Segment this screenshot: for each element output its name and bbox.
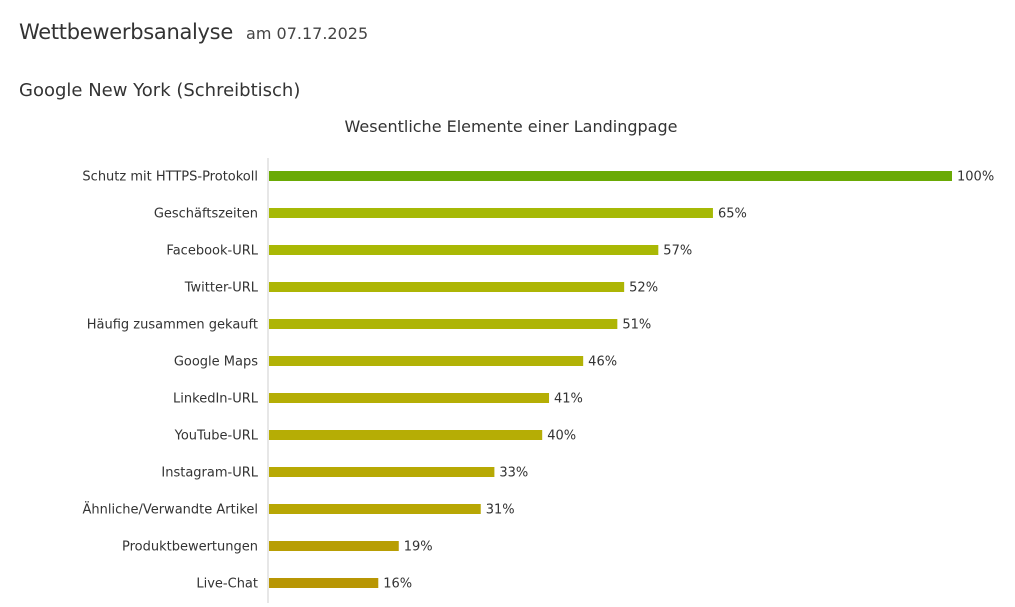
report-date: am 07.17.2025 [246, 24, 369, 43]
value-label: 33% [499, 466, 528, 481]
bars-group: Schutz mit HTTPS-Protokoll 100% Geschäftsz… [82, 170, 994, 592]
category-label: Produktbewertungen [122, 540, 258, 555]
category-label: Ähnliche/Verwandte Artikel [82, 502, 258, 518]
value-label: 57% [663, 244, 692, 259]
bar [269, 541, 399, 551]
category-label: YouTube-URL [174, 429, 259, 444]
category-label: Facebook-URL [166, 244, 258, 259]
category-label: Häufig zusammen gekauft [87, 318, 258, 333]
value-label: 100% [957, 170, 994, 185]
bar [269, 578, 379, 588]
value-label: 16% [383, 577, 412, 592]
bar [269, 319, 618, 329]
category-label: Geschäftszeiten [154, 207, 258, 222]
bar [269, 504, 481, 514]
value-label: 40% [547, 429, 576, 444]
category-label: Schutz mit HTTPS-Protokoll [82, 170, 258, 185]
value-label: 19% [404, 540, 433, 555]
value-label: 52% [629, 281, 658, 296]
value-label: 51% [622, 318, 651, 333]
page-title: Wettbewerbsanalyse [19, 20, 233, 44]
bar [269, 171, 952, 181]
category-label: LinkedIn-URL [173, 392, 259, 407]
location-heading: Google New York (Schreibtisch) [19, 80, 301, 101]
bar [269, 467, 495, 477]
bar [269, 393, 550, 403]
bar-chart: Wesentliche Elemente einer Landingpage S… [0, 108, 1015, 603]
bar [269, 282, 625, 292]
value-label: 65% [718, 207, 747, 222]
value-label: 46% [588, 355, 617, 370]
bar [269, 356, 584, 366]
value-label: 31% [486, 503, 515, 518]
category-label: Twitter-URL [184, 281, 259, 296]
bar [269, 245, 659, 255]
page-header: Wettbewerbsanalyse am 07.17.2025 [19, 20, 368, 44]
value-label: 41% [554, 392, 583, 407]
bar [269, 430, 543, 440]
chart-svg: Wesentliche Elemente einer Landingpage S… [82, 117, 994, 603]
category-label: Google Maps [174, 355, 258, 370]
category-label: Live-Chat [196, 577, 258, 592]
category-label: Instagram-URL [161, 466, 258, 481]
bar [269, 208, 713, 218]
chart-title: Wesentliche Elemente einer Landingpage [345, 117, 678, 136]
